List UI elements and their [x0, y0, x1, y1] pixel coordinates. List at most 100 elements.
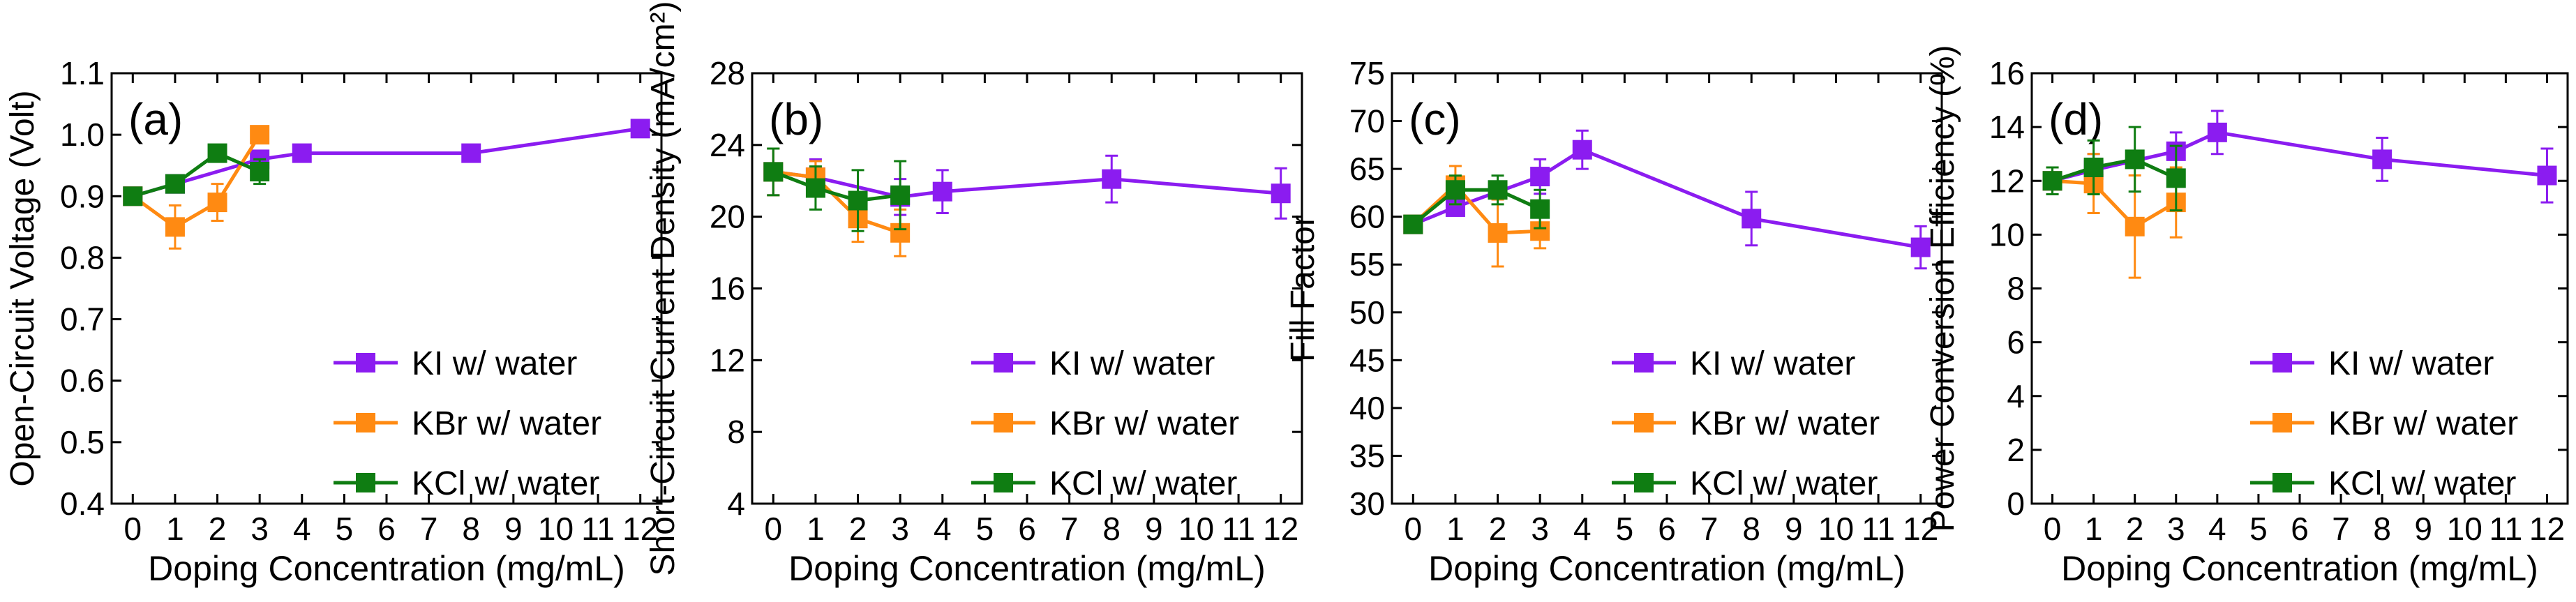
series-KCl	[123, 143, 270, 206]
x-tick-label: 11	[1222, 511, 1255, 547]
x-tick-label: 0	[124, 511, 142, 547]
legend-entry: KCl w/ water	[2328, 465, 2516, 502]
y-tick-label: 16	[710, 271, 745, 307]
data-point	[123, 186, 143, 206]
legend-entry: KI w/ water	[412, 345, 577, 382]
x-tick-label: 12	[1903, 511, 1938, 547]
data-point	[1530, 167, 1550, 187]
x-tick-label: 10	[1818, 511, 1854, 547]
x-tick-label: 12	[622, 511, 658, 547]
y-tick-label: 8	[2007, 271, 2025, 307]
data-point	[1742, 209, 1762, 229]
y-tick-label: 0.7	[60, 301, 105, 338]
x-tick-label: 4	[934, 511, 952, 547]
x-tick-label: 0	[1405, 511, 1423, 547]
x-tick-label: 2	[209, 511, 227, 547]
y-tick-label: 75	[1349, 55, 1385, 91]
data-point	[250, 162, 270, 182]
data-point	[2537, 165, 2557, 186]
x-axis-label: Doping Concentration (mg/mL)	[148, 549, 625, 588]
data-point	[2372, 149, 2392, 170]
data-point	[207, 193, 227, 213]
legend-entry: KBr w/ water	[412, 405, 601, 442]
data-point	[1488, 180, 1508, 200]
panel-label: (b)	[769, 94, 823, 144]
legend-marker	[994, 473, 1013, 492]
series-line	[772, 170, 901, 235]
x-tick-label: 6	[2291, 511, 2309, 547]
y-tick-label: 70	[1349, 103, 1385, 140]
panel-label: (a)	[128, 94, 183, 144]
y-tick-label: 2	[2007, 432, 2025, 468]
y-tick-label: 10	[1989, 216, 2025, 253]
y-tick-label: 6	[2007, 324, 2025, 361]
data-point	[1572, 140, 1592, 160]
legend-marker	[1634, 473, 1654, 492]
series-line	[1411, 182, 1541, 235]
data-point	[1271, 183, 1291, 204]
legend-marker	[2272, 413, 2292, 432]
x-tick-label: 10	[1178, 511, 1214, 547]
x-tick-label: 5	[2249, 511, 2268, 547]
series-KBr	[763, 147, 911, 257]
y-tick-label: 1.1	[60, 55, 105, 91]
legend-marker	[356, 353, 375, 373]
x-tick-label: 11	[1862, 511, 1895, 547]
legend-entry: KCl w/ water	[1690, 465, 1878, 502]
x-tick-label: 8	[1742, 511, 1760, 547]
legend-entry: KCl w/ water	[412, 465, 599, 502]
legend-entry: KCl w/ water	[1049, 465, 1237, 502]
legend-entry: KBr w/ water	[2328, 405, 2518, 442]
x-tick-label: 6	[1658, 511, 1676, 547]
x-tick-label: 9	[1785, 511, 1803, 547]
x-tick-label: 5	[976, 511, 994, 547]
data-point	[207, 143, 227, 163]
y-axis-label: Short-Circuit Current Density (mA/cm²)	[645, 1, 682, 575]
x-tick-label: 4	[293, 511, 311, 547]
legend-marker	[1634, 353, 1654, 373]
y-tick-label: 14	[1989, 109, 2025, 145]
legend-entry: KBr w/ water	[1690, 405, 1880, 442]
data-point	[1445, 180, 1465, 200]
data-point	[2166, 168, 2186, 188]
y-tick-label: 16	[1989, 55, 2025, 91]
x-tick-label: 0	[765, 511, 783, 547]
y-tick-label: 28	[710, 55, 745, 91]
x-axis-label: Doping Concentration (mg/mL)	[2061, 549, 2538, 588]
x-tick-label: 9	[504, 511, 523, 547]
x-tick-label: 5	[336, 511, 354, 547]
series-line	[2052, 179, 2178, 229]
y-axis-label: Open-Circuit Voltage (Volt)	[4, 90, 41, 486]
x-tick-label: 1	[1446, 511, 1465, 547]
data-point	[1530, 199, 1550, 219]
x-tick-label: 8	[1102, 511, 1121, 547]
series-KI	[1403, 129, 1931, 270]
x-tick-label: 9	[2414, 511, 2432, 547]
x-tick-label: 7	[420, 511, 438, 547]
x-tick-label: 11	[581, 511, 615, 547]
data-point	[630, 119, 650, 139]
y-tick-label: 0.4	[60, 486, 105, 522]
data-point	[1403, 214, 1423, 234]
series-KI	[763, 147, 1291, 220]
x-tick-label: 7	[1700, 511, 1718, 547]
x-tick-label: 6	[1018, 511, 1036, 547]
x-tick-label: 3	[891, 511, 909, 547]
data-point	[890, 185, 911, 205]
y-tick-label: 0.9	[60, 178, 105, 214]
x-axis-label: Doping Concentration (mg/mL)	[788, 549, 1266, 588]
legend-marker	[356, 413, 375, 432]
legend-entry: KI w/ water	[1049, 345, 1215, 382]
y-tick-label: 0	[2007, 486, 2025, 522]
x-tick-label: 10	[538, 511, 574, 547]
panel-label: (c)	[1409, 94, 1461, 144]
data-point	[2083, 157, 2104, 177]
x-tick-label: 0	[2044, 511, 2062, 547]
data-point	[250, 125, 270, 145]
x-tick-label: 8	[2373, 511, 2391, 547]
series-line	[1411, 188, 1541, 226]
series-line	[2051, 157, 2177, 183]
panel-label: (d)	[2049, 94, 2103, 144]
